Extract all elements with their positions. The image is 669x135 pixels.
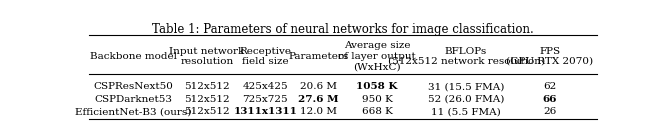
Text: EfficientNet-B3 (ours): EfficientNet-B3 (ours) xyxy=(75,107,191,116)
Text: Parameters: Parameters xyxy=(288,52,349,61)
Text: 11 (5.5 FMA): 11 (5.5 FMA) xyxy=(432,107,501,116)
Text: Input network
resolution: Input network resolution xyxy=(169,47,245,66)
Text: Table 1: Parameters of neural networks for image classification.: Table 1: Parameters of neural networks f… xyxy=(152,23,534,36)
Text: 668 K: 668 K xyxy=(362,107,393,116)
Text: FPS
(GPU RTX 2070): FPS (GPU RTX 2070) xyxy=(506,47,593,66)
Text: 52 (26.0 FMA): 52 (26.0 FMA) xyxy=(428,95,504,104)
Text: 20.6 M: 20.6 M xyxy=(300,82,337,91)
Text: 512x512: 512x512 xyxy=(184,107,229,116)
Text: 66: 66 xyxy=(543,95,557,104)
Text: 1311x1311: 1311x1311 xyxy=(233,107,297,116)
Text: CSPResNext50: CSPResNext50 xyxy=(94,82,173,91)
Text: 950 K: 950 K xyxy=(362,95,393,104)
Text: 12.0 M: 12.0 M xyxy=(300,107,337,116)
Text: BFLOPs
(512x512 network resolution): BFLOPs (512x512 network resolution) xyxy=(387,47,545,66)
Text: 425x425: 425x425 xyxy=(243,82,288,91)
Text: CSPDarknet53: CSPDarknet53 xyxy=(94,95,173,104)
Text: 62: 62 xyxy=(543,82,557,91)
Text: 1058 K: 1058 K xyxy=(357,82,398,91)
Text: 512x512: 512x512 xyxy=(184,82,229,91)
Text: 26: 26 xyxy=(543,107,557,116)
Text: 512x512: 512x512 xyxy=(184,95,229,104)
Text: Backbone model: Backbone model xyxy=(90,52,177,61)
Text: 27.6 M: 27.6 M xyxy=(298,95,339,104)
Text: Average size
of layer output
(WxHxC): Average size of layer output (WxHxC) xyxy=(339,41,416,71)
Text: 725x725: 725x725 xyxy=(243,95,288,104)
Text: 31 (15.5 FMA): 31 (15.5 FMA) xyxy=(428,82,504,91)
Text: Receptive
field size: Receptive field size xyxy=(240,47,292,66)
